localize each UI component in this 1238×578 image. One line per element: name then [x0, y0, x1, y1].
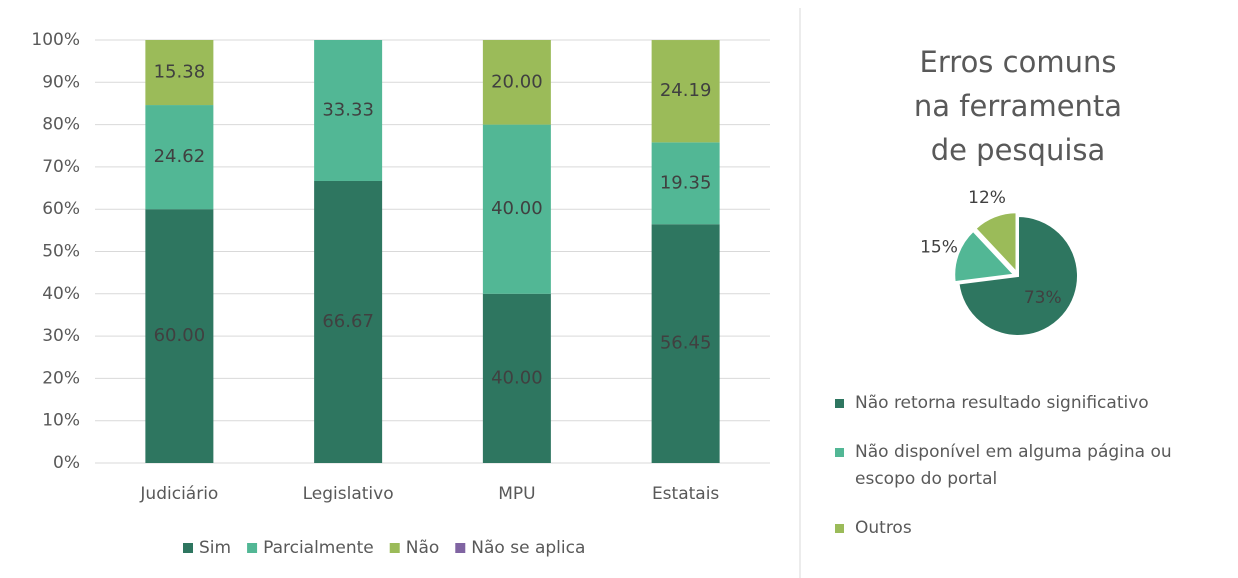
legend-swatch [389, 543, 400, 553]
value-label: 66.67 [322, 311, 374, 332]
legend-swatch [835, 524, 844, 533]
y-tick-label: 0% [53, 453, 80, 473]
legend-label: Parcialmente [263, 538, 374, 558]
legend-swatch [247, 543, 258, 553]
bar-segment [482, 124, 551, 294]
y-tick-label: 100% [31, 30, 80, 50]
pie-title: Erros comuns na ferramenta de pesquisa [913, 45, 1123, 167]
value-label: 40.00 [491, 198, 543, 219]
legend-label: Não disponível em alguma página ou escop… [855, 442, 1172, 489]
pie-slice [957, 214, 1079, 337]
pie-slice [974, 211, 1018, 275]
legend-item: Outros [835, 515, 1215, 542]
x-tick-label: MPU [498, 484, 535, 504]
bar-segment [651, 224, 720, 463]
pie-label: 15% [920, 238, 958, 258]
legend-label: Sim [199, 538, 231, 558]
legend-item: Não disponível em alguma página ou escop… [835, 439, 1215, 493]
legend-label: Não retorna resultado significativo [855, 393, 1149, 413]
value-label: 19.35 [660, 172, 712, 193]
bar-segment [314, 40, 383, 181]
pie-label: 12% [968, 188, 1006, 208]
value-label: 20.00 [491, 71, 543, 92]
x-tick-label: Judiciário [139, 484, 218, 504]
y-tick-label: 40% [42, 284, 80, 304]
bar-segment [651, 40, 720, 143]
bar-segment [482, 40, 551, 125]
legend-swatch [455, 543, 466, 553]
pie-label: 73% [1024, 288, 1062, 308]
pie-slice [953, 229, 1017, 284]
value-label: 15.38 [154, 62, 206, 83]
y-tick-label: 80% [42, 115, 80, 135]
bar-segment [145, 209, 214, 463]
legend-swatch [835, 448, 844, 457]
value-label: 40.00 [491, 367, 543, 388]
bar-segment [651, 142, 720, 225]
y-tick-label: 30% [42, 326, 80, 346]
y-tick-label: 60% [42, 199, 80, 219]
x-tick-label: Legislativo [303, 484, 394, 504]
y-tick-label: 10% [42, 411, 80, 431]
legend-swatch [835, 399, 844, 408]
y-tick-label: 70% [42, 157, 80, 177]
legend-item: Não retorna resultado significativo [835, 390, 1215, 417]
value-label: 33.33 [322, 99, 374, 120]
y-tick-label: 90% [42, 72, 80, 92]
bar-segment [482, 293, 551, 463]
bar-segment [314, 180, 383, 463]
value-label: 56.45 [660, 333, 712, 354]
x-tick-label: Estatais [652, 484, 719, 504]
value-label: 24.62 [154, 146, 206, 167]
legend-label: Não se aplica [471, 538, 585, 558]
legend-label: Não [406, 538, 440, 558]
bar-segment [145, 105, 214, 210]
value-label: 60.00 [154, 325, 206, 346]
legend-label: Outros [855, 518, 912, 538]
bar-segment [145, 40, 214, 106]
y-tick-label: 20% [42, 368, 80, 388]
value-label: 24.19 [660, 80, 712, 101]
legend-swatch [183, 543, 193, 553]
pie-legend: Não retorna resultado significativo Não d… [835, 390, 1215, 542]
y-tick-label: 50% [42, 242, 80, 262]
